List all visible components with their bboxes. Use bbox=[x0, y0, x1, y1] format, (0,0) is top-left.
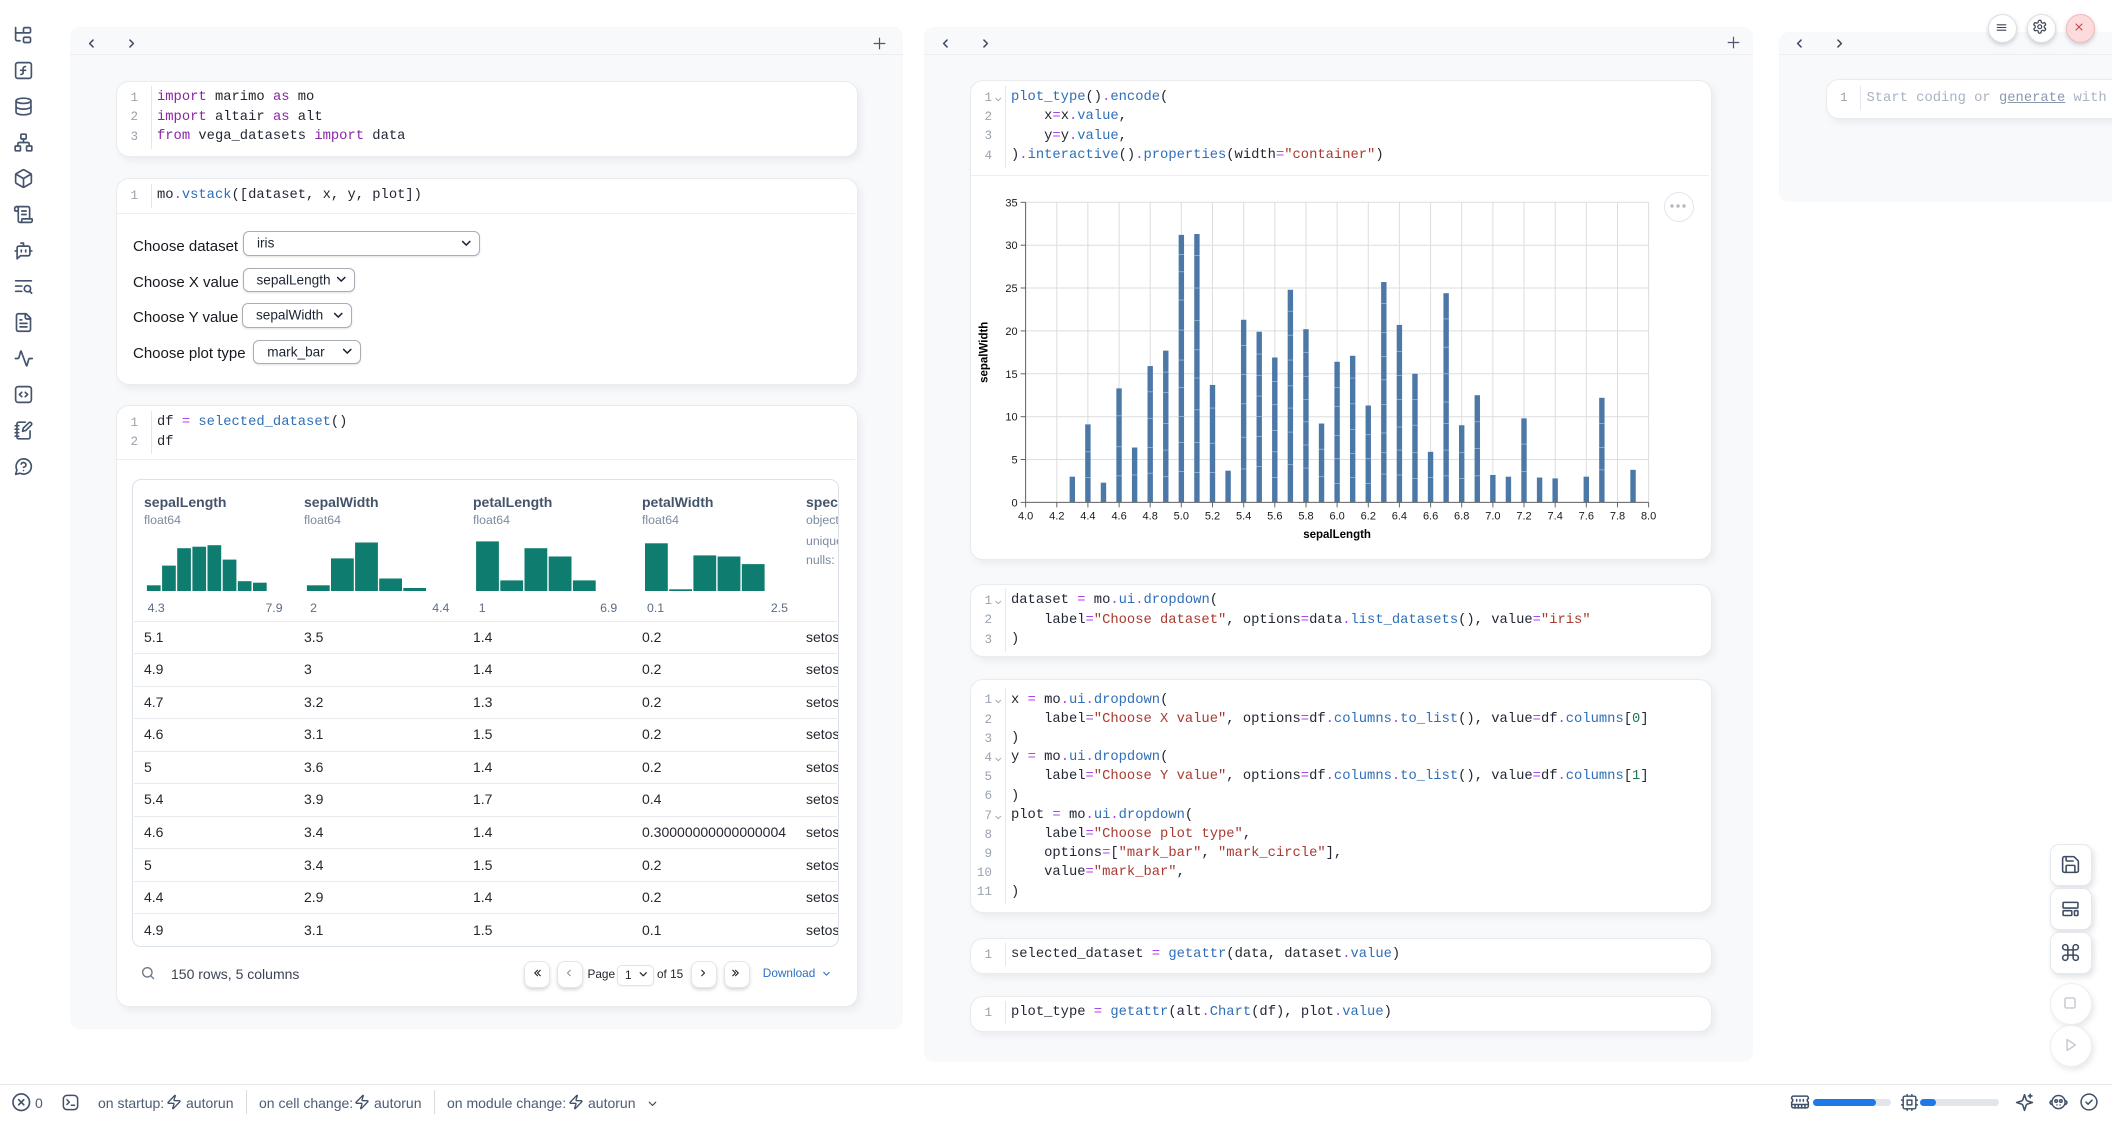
svg-text:sepalLength: sepalLength bbox=[1303, 529, 1371, 541]
svg-text:20: 20 bbox=[1005, 326, 1017, 338]
svg-text:4.0: 4.0 bbox=[1018, 511, 1033, 523]
svg-text:30: 30 bbox=[1005, 240, 1017, 252]
svg-text:8.0: 8.0 bbox=[1641, 511, 1656, 523]
svg-text:7.2: 7.2 bbox=[1516, 511, 1531, 523]
svg-text:6.2: 6.2 bbox=[1361, 511, 1376, 523]
svg-text:6.6: 6.6 bbox=[1423, 511, 1438, 523]
svg-text:7.6: 7.6 bbox=[1579, 511, 1594, 523]
svg-text:0: 0 bbox=[1011, 497, 1017, 509]
svg-text:5.4: 5.4 bbox=[1236, 511, 1251, 523]
svg-text:7.8: 7.8 bbox=[1610, 511, 1625, 523]
svg-text:4.4: 4.4 bbox=[1080, 511, 1095, 523]
svg-text:6.8: 6.8 bbox=[1454, 511, 1469, 523]
svg-text:25: 25 bbox=[1005, 283, 1017, 295]
svg-text:4.6: 4.6 bbox=[1111, 511, 1126, 523]
svg-text:5.2: 5.2 bbox=[1205, 511, 1220, 523]
svg-text:6.4: 6.4 bbox=[1392, 511, 1407, 523]
svg-text:4.8: 4.8 bbox=[1143, 511, 1158, 523]
svg-text:5: 5 bbox=[1011, 455, 1017, 467]
svg-text:15: 15 bbox=[1005, 369, 1017, 381]
svg-text:7.4: 7.4 bbox=[1548, 511, 1563, 523]
svg-text:5.6: 5.6 bbox=[1267, 511, 1282, 523]
svg-text:35: 35 bbox=[1005, 197, 1017, 209]
svg-text:7.0: 7.0 bbox=[1485, 511, 1500, 523]
svg-text:10: 10 bbox=[1005, 412, 1017, 424]
svg-text:5.0: 5.0 bbox=[1174, 511, 1189, 523]
svg-text:4.2: 4.2 bbox=[1049, 511, 1064, 523]
svg-text:5.8: 5.8 bbox=[1298, 511, 1313, 523]
svg-text:6.0: 6.0 bbox=[1329, 511, 1344, 523]
svg-text:sepalWidth: sepalWidth bbox=[979, 322, 991, 383]
